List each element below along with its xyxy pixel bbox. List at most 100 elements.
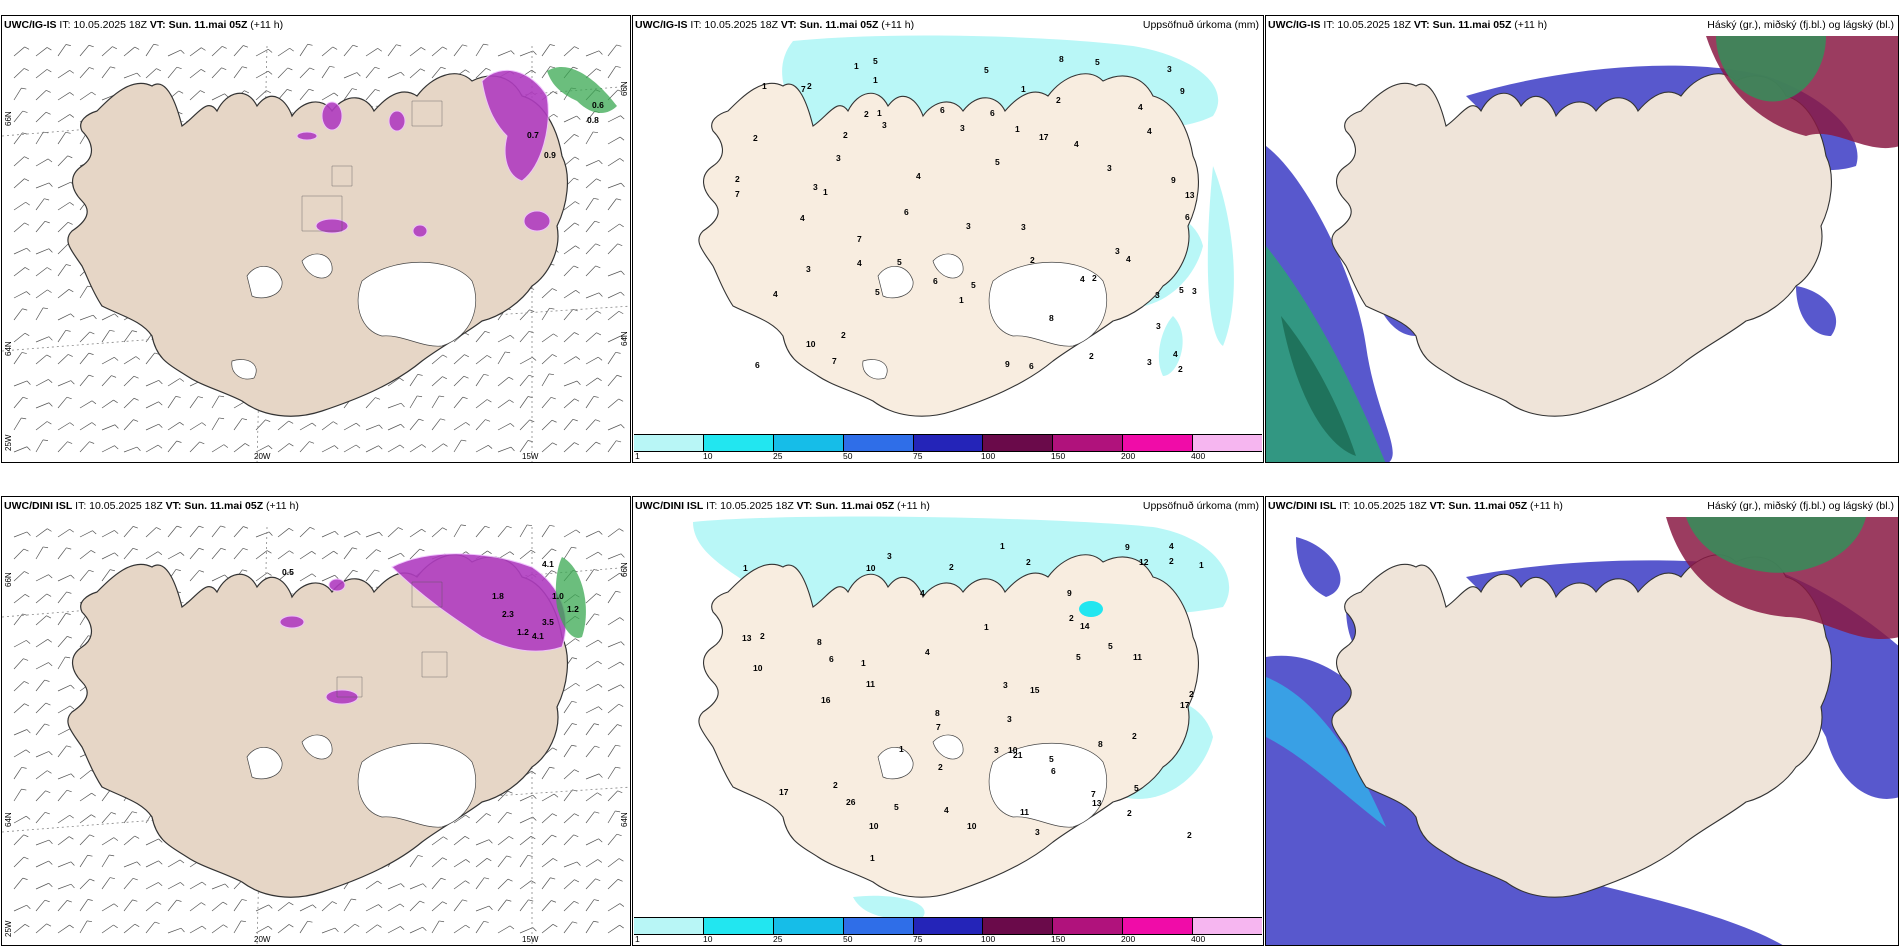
wind-barb [563,332,575,343]
wind-barb [607,398,619,409]
wind-barb-flag [418,418,424,422]
wind-barb [167,66,178,79]
wind-barb [585,377,598,387]
wind-barb-flag [288,420,294,424]
legend-swatch [1193,918,1263,934]
legend-label: 25 [773,451,783,461]
wind-barb [387,402,402,409]
precip-value: 7 [801,84,806,94]
wind-barb [211,444,225,453]
wind-barb [35,860,49,868]
wind-barb-flag [618,398,624,402]
glaciers [246,734,476,828]
wind-barb [79,285,88,299]
wind-barb [145,401,159,409]
wind-barb [35,47,48,57]
wind-barb [57,313,71,321]
wind-barb-flag [199,570,205,573]
wind-barb-flag [575,356,581,360]
wind-barb-flag [244,443,250,447]
precip-value: 4 [925,647,930,657]
wind-barb-flag [575,638,580,642]
wind-barb [277,902,290,912]
hatch [301,100,443,232]
wind-barb [497,376,510,387]
wind-barb-flag [617,790,623,794]
wind-barb [541,44,551,57]
wind-barb [343,530,357,538]
wind-barb [13,571,25,582]
wind-barb-flag [179,378,185,382]
wind-barb [453,899,463,912]
wind-barb-flag [485,419,491,422]
wind-barb [189,90,201,101]
wind-barb-flag [26,446,31,451]
wind-barb-flag [26,291,31,296]
wind-barb-flag [24,703,30,707]
precip-value: 11 [1133,652,1142,662]
wind-barb [607,790,618,802]
wind-barb [189,881,203,890]
precip-value: 13 [1092,798,1102,808]
wind-barb [79,920,88,934]
wind-barb-flag [242,66,248,69]
svg-text:1.2: 1.2 [567,604,579,614]
svg-text:4.1: 4.1 [542,559,554,569]
wind-barb [13,548,25,560]
wind-barb [101,530,115,538]
wind-barb-flag [488,839,493,844]
wind-barb [79,814,92,824]
wind-barb-flag [510,446,515,452]
panel-title: Uppsöfnuð úrkoma (mm) [1142,19,1259,31]
wind-barb [607,661,621,670]
wind-barb-flag [48,182,53,187]
precip-value: 8 [1049,313,1054,323]
wind-barb [57,92,70,101]
lat-label: 66N [4,111,13,126]
wind-barb [101,924,114,934]
wind-barb-flag [92,314,97,320]
precip-value: 8 [1098,739,1103,749]
panel-precip-bottom: UWC/DINI ISL IT: 10.05.2025 18Z VT: Sun.… [632,496,1264,946]
wind-barb-flag [574,156,580,160]
wind-barb-flag [88,352,94,355]
wind-barb-flag [399,903,405,908]
wind-barb [35,899,46,912]
wind-barb [585,243,596,255]
iceland-land [1331,554,1832,898]
wind-barb-flag [22,110,28,113]
wind-barb [585,811,595,824]
wind-barb [13,110,24,123]
wind-barb [101,837,115,846]
wind-barb [35,221,46,233]
wind-barb [13,788,22,802]
wind-barb-flag [356,422,361,427]
wind-barb-flag [223,444,229,448]
wind-barb-flag [616,440,622,443]
wind-barb-flag [442,527,448,531]
wind-barb-flag [510,50,515,55]
wind-barb-flag [573,177,579,181]
wind-barb-flag [68,836,74,840]
wind-barb [79,834,90,846]
wind-barb-flag [24,332,30,337]
wind-barb [57,422,71,431]
wind-barb [13,446,28,453]
wind-barb-flag [549,307,555,310]
wind-barb-flag [417,855,423,857]
precip-value: 21 [1013,750,1023,760]
wind-barb [409,47,422,57]
wind-barb-flag [311,551,316,555]
wind-barb-flag [180,49,185,54]
wind-barb-flag [22,396,28,400]
legend-swatch [843,435,914,451]
wind-barb [453,44,463,57]
precip-value: 2 [841,330,846,340]
wind-barb-flag [532,816,537,821]
wind-barb-flag [42,439,49,441]
wind-barb [475,43,484,57]
wind-barb-flag [114,356,119,361]
wind-barb-flag [92,530,97,535]
wind-barb [13,877,24,890]
panel-title: Háský (gr.), miðský (fj.bl.) og lágský (… [1707,500,1894,512]
